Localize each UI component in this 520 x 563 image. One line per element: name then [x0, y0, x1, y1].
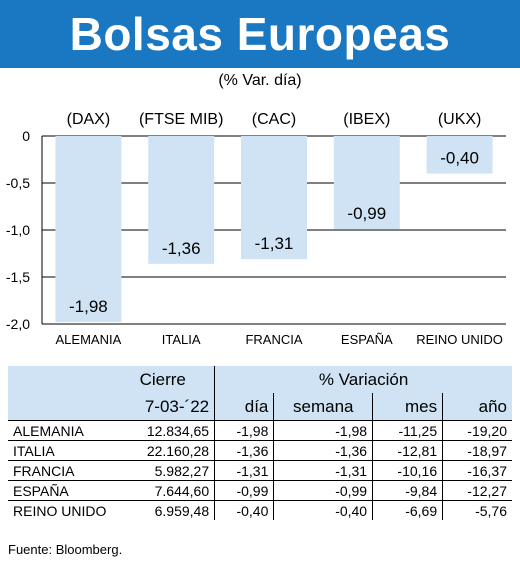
table-row: ESPAÑA 7.644,60 -0,99 -0,99 -9,84 -12,27 — [8, 480, 512, 501]
chart-title: Bolsas Europeas — [69, 8, 451, 60]
y-tick-label: -2,0 — [6, 316, 30, 332]
row-ano: -12,27 — [442, 480, 512, 501]
row-name: ITALIA — [8, 440, 112, 461]
table-row: REINO UNIDO 6.959,48 -0,40 -0,40 -6,69 -… — [8, 500, 512, 520]
row-mes: -10,16 — [372, 460, 443, 481]
row-ano: -5,76 — [442, 500, 512, 520]
row-semana: -1,31 — [273, 460, 373, 481]
table-header-row-2: 7-03-´22 día semana mes año — [8, 393, 512, 421]
bar — [426, 136, 493, 174]
row-dia: -0,99 — [214, 480, 274, 501]
index-label: (FTSE MIB) — [139, 111, 223, 128]
header-variacion: % Variación — [214, 366, 512, 393]
index-label: (IBEX) — [343, 111, 390, 128]
header-col-mes: mes — [372, 393, 443, 421]
row-mes: -6,69 — [372, 500, 443, 520]
row-cierre: 12.834,65 — [111, 420, 215, 441]
row-mes: -12,81 — [372, 440, 443, 461]
x-tick-label: ESPAÑA — [341, 332, 393, 347]
x-tick-label: ALEMANIA — [56, 332, 122, 347]
row-semana: -0,99 — [273, 480, 373, 501]
bar — [148, 136, 215, 264]
table-row: FRANCIA 5.982,27 -1,31 -1,31 -10,16 -16,… — [8, 460, 512, 481]
x-tick-label: REINO UNIDO — [416, 332, 503, 347]
y-tick-label: -1,5 — [6, 269, 30, 285]
header-empty-cell — [8, 366, 112, 393]
row-name: ESPAÑA — [8, 480, 112, 501]
index-label: (CAC) — [252, 111, 296, 128]
row-cierre: 5.982,27 — [111, 460, 215, 481]
row-name: ALEMANIA — [8, 420, 112, 441]
header-col-dia: día — [214, 393, 274, 421]
row-name: FRANCIA — [8, 460, 112, 481]
row-dia: -1,31 — [214, 460, 274, 481]
table-row: ITALIA 22.160,28 -1,36 -1,36 -12,81 -18,… — [8, 440, 512, 461]
row-semana: -0,40 — [273, 500, 373, 520]
row-cierre: 6.959,48 — [154, 502, 210, 519]
bar-value-label: -1,36 — [162, 239, 201, 258]
row-ano: -16,37 — [442, 460, 512, 481]
title-banner: Bolsas Europeas — [0, 0, 520, 68]
data-table: Cierre % Variación 7-03-´22 día semana m… — [8, 366, 512, 520]
bar-value-label: -1,98 — [69, 297, 108, 316]
bar-value-label: -0,40 — [440, 149, 479, 168]
table-row: ALEMANIA 12.834,65 -1,98 -1,98 -11,25 -1… — [8, 420, 512, 441]
row-cierre: 22.160,28 — [111, 440, 215, 461]
x-tick-label: FRANCIA — [245, 332, 302, 347]
bar-value-label: -1,31 — [255, 234, 294, 253]
row-ano: -18,97 — [442, 440, 512, 461]
source-note: Fuente: Bloomberg. — [8, 542, 123, 557]
row-dia: -0,40 — [214, 500, 274, 520]
row-semana: -1,36 — [273, 440, 373, 461]
bar-chart: 0 -0,5 -1,0 -1,5 -2,0 (DAX) -1,98 ALEMANIA (FTSE… — [6, 111, 506, 347]
bar — [241, 136, 307, 260]
index-label: (UKX) — [438, 111, 482, 128]
x-tick-label: ITALIA — [162, 332, 201, 347]
chart-subtitle: (% Var. día) — [218, 72, 302, 89]
header-cierre: Cierre — [111, 366, 215, 393]
table-header-row-1: Cierre % Variación — [8, 366, 512, 393]
row-mes: -9,84 — [372, 480, 443, 501]
bar — [333, 136, 400, 230]
row-dia: -1,98 — [214, 420, 274, 441]
y-tick-label: 0 — [22, 128, 30, 144]
header-col-ano: año — [442, 393, 512, 421]
row-dia: -1,36 — [214, 440, 274, 461]
row-mes: -11,25 — [372, 420, 443, 441]
row-ano: -19,20 — [442, 420, 512, 441]
bar-value-label: -0,99 — [347, 204, 386, 223]
row-semana: -1,98 — [273, 420, 373, 441]
bar — [55, 136, 122, 323]
row-cierre: 7.644,60 — [111, 480, 215, 501]
y-tick-label: -0,5 — [6, 175, 30, 191]
header-empty-cell — [8, 393, 112, 421]
header-date: 7-03-´22 — [111, 393, 215, 421]
header-col-semana: semana — [273, 393, 373, 421]
row-name: REINO UNIDO — [13, 502, 107, 519]
index-label: (DAX) — [67, 111, 111, 128]
y-tick-label: -1,0 — [6, 222, 30, 238]
